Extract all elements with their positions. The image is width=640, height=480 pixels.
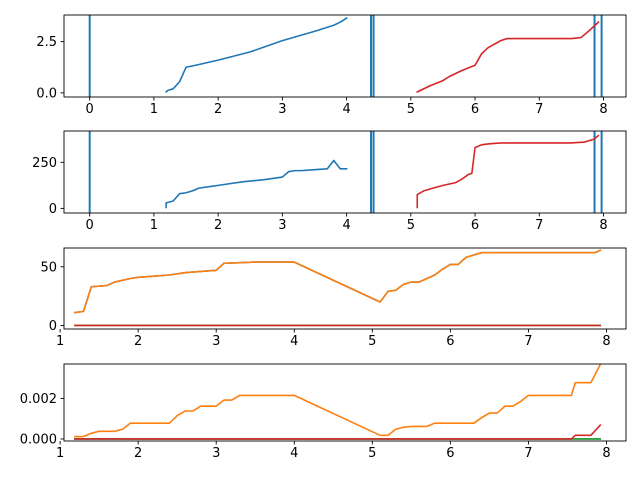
y-tick-label: 250 bbox=[32, 156, 57, 171]
axes-panel-1: 0 1 2 3 4 5 6 7 8 0.0 2.5 bbox=[36, 14, 627, 117]
plot-area bbox=[88, 131, 603, 213]
series-line-2 bbox=[74, 249, 602, 314]
x-tick-label: 6 bbox=[446, 334, 454, 349]
x-tick-label: 7 bbox=[524, 446, 532, 461]
y-tick-label: 0.000 bbox=[20, 432, 57, 447]
axes-panel-3: 1 2 3 4 5 6 7 8 0 50 bbox=[40, 247, 627, 349]
x-tick-label: 7 bbox=[524, 334, 532, 349]
series-line-1 bbox=[164, 16, 348, 94]
x-tick-label: 8 bbox=[602, 334, 610, 349]
x-tick-label: 3 bbox=[278, 102, 286, 117]
x-tick-label: 7 bbox=[535, 218, 543, 233]
x-tick-label: 1 bbox=[150, 102, 158, 117]
x-tick-label: 5 bbox=[407, 102, 415, 117]
x-tick-label: 4 bbox=[342, 218, 350, 233]
x-tick-label: 7 bbox=[535, 102, 543, 117]
plot-area bbox=[88, 15, 603, 97]
x-tick-label: 2 bbox=[134, 446, 142, 461]
y-tick-label: 2.5 bbox=[36, 35, 57, 50]
axes-frame bbox=[63, 14, 627, 98]
x-tick-label: 1 bbox=[56, 446, 64, 461]
plot-area bbox=[74, 364, 602, 440]
x-tick-label: 3 bbox=[212, 334, 220, 349]
x-tick-label: 1 bbox=[56, 334, 64, 349]
series-line-2 bbox=[416, 21, 600, 93]
x-tick-label: 3 bbox=[212, 446, 220, 461]
x-tick-label: 2 bbox=[214, 218, 222, 233]
x-tick-label: 3 bbox=[278, 218, 286, 233]
y-tick-label: 50 bbox=[40, 260, 57, 275]
x-tick-label: 6 bbox=[471, 218, 479, 233]
x-tick-label: 5 bbox=[407, 218, 415, 233]
axes-panel-4: 1 2 3 4 5 6 7 8 0.000 0.002 bbox=[20, 363, 627, 461]
x-tick-label: 6 bbox=[446, 446, 454, 461]
x-tick-label: 5 bbox=[368, 446, 376, 461]
x-tick-label: 8 bbox=[602, 446, 610, 461]
x-tick-label: 2 bbox=[214, 102, 222, 117]
y-tick-label: 0 bbox=[49, 319, 57, 334]
x-tick-label: 4 bbox=[290, 334, 298, 349]
y-tick-label: 0.0 bbox=[36, 86, 57, 101]
x-tick-label: 5 bbox=[368, 334, 376, 349]
axes-frame bbox=[63, 247, 627, 330]
series-line-4 bbox=[74, 424, 602, 440]
y-tick-label: 0.002 bbox=[20, 392, 57, 407]
x-tick-label: 0 bbox=[86, 102, 94, 117]
x-tick-label: 4 bbox=[290, 446, 298, 461]
axes-frame bbox=[63, 363, 627, 442]
x-tick-label: 2 bbox=[134, 334, 142, 349]
x-tick-label: 1 bbox=[150, 218, 158, 233]
x-tick-label: 4 bbox=[342, 102, 350, 117]
y-tick-label: 0 bbox=[49, 202, 57, 217]
axes-frame bbox=[63, 130, 627, 214]
plot-area bbox=[74, 249, 602, 327]
series-line-2 bbox=[74, 364, 602, 438]
axes-panel-2: 0 1 2 3 4 5 6 7 8 0 250 bbox=[32, 130, 627, 233]
series-line-1 bbox=[165, 159, 348, 209]
x-tick-label: 0 bbox=[86, 218, 94, 233]
x-tick-label: 8 bbox=[599, 102, 607, 117]
x-tick-label: 8 bbox=[599, 218, 607, 233]
x-tick-label: 6 bbox=[471, 102, 479, 117]
series-line-2 bbox=[416, 134, 600, 209]
